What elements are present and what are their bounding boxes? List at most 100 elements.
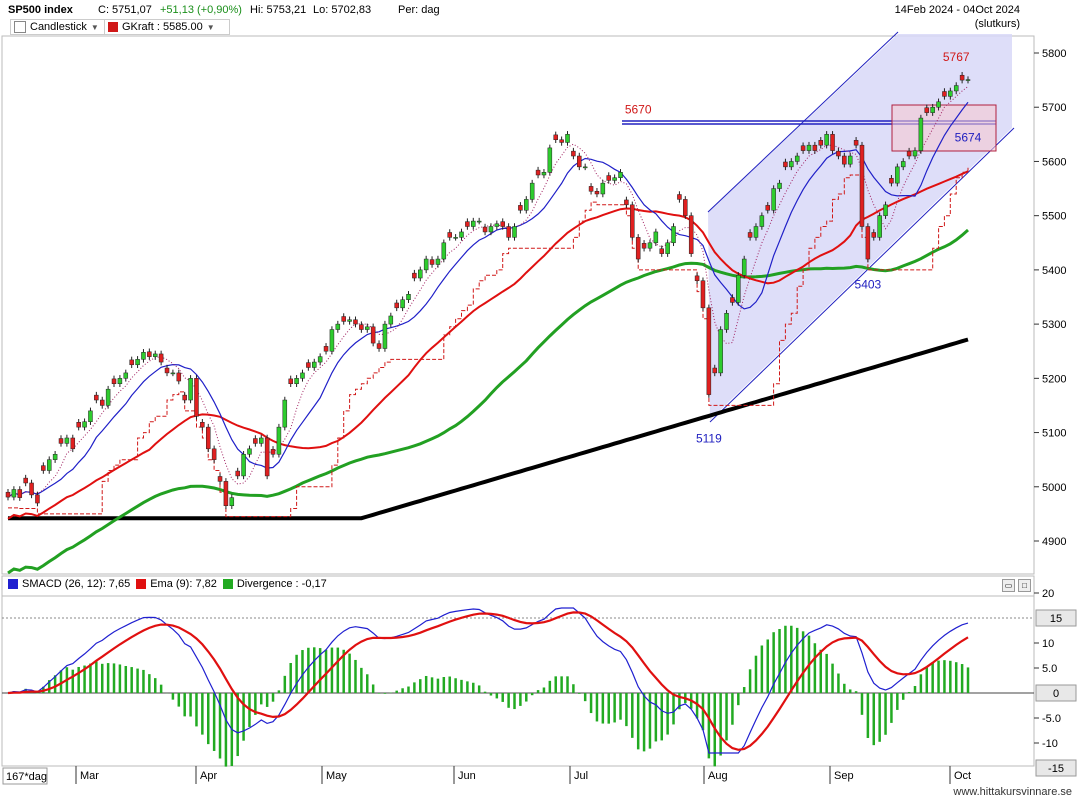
candle (512, 223, 517, 241)
candle-body (164, 367, 170, 374)
candle-body (223, 481, 229, 507)
candle (459, 228, 464, 241)
candle-body (912, 150, 918, 157)
candle (17, 486, 23, 501)
candle (565, 131, 570, 146)
candle (429, 256, 435, 268)
candle-body (771, 188, 776, 211)
candle (235, 467, 240, 480)
indicator-tick-label: 20 (1042, 588, 1054, 600)
candle-body (347, 319, 352, 322)
candle (288, 375, 293, 388)
candle-body (671, 226, 676, 244)
ema-swatch (136, 579, 147, 589)
candle-body (312, 361, 317, 368)
candle (624, 196, 629, 209)
candle (777, 179, 782, 192)
candle (953, 82, 959, 95)
candle-body (889, 178, 894, 184)
candle-body (359, 324, 364, 330)
ema-legend-text: Ema (9): 7,82 (150, 578, 217, 590)
candle (423, 255, 429, 274)
candle (577, 152, 582, 171)
candle-body (217, 476, 223, 482)
candle (217, 473, 223, 485)
candle (582, 163, 588, 171)
candle (194, 375, 199, 420)
candle-body (341, 316, 346, 322)
candle-body (294, 378, 299, 385)
candle (58, 435, 64, 447)
candle (317, 353, 323, 366)
candle (365, 323, 370, 333)
candle (135, 356, 140, 369)
candle (724, 310, 729, 333)
candle (759, 212, 765, 230)
candle (323, 343, 329, 355)
candle-body (370, 326, 376, 344)
candle-body (300, 372, 305, 379)
candlestick-selector[interactable]: Candlestick ▼ (10, 19, 106, 35)
candle (571, 147, 576, 160)
candlestick-series (5, 71, 971, 510)
ma-slow-line (7, 228, 969, 575)
candle (94, 391, 99, 404)
candle-body (665, 242, 670, 254)
gkraft-selector[interactable]: GKraft : 5585.00 ▼ (104, 19, 230, 35)
candle-body (571, 150, 576, 157)
footer-site: www.hittakursvinnare.se (953, 786, 1072, 798)
channel-upper-line (707, 31, 899, 213)
macd-lines (7, 607, 969, 754)
candle (282, 396, 288, 431)
candle (370, 323, 376, 347)
candle-body (842, 155, 847, 165)
candle (353, 316, 358, 328)
candle (789, 158, 794, 171)
candle (312, 358, 317, 371)
candle-body (688, 215, 694, 254)
candle (164, 364, 170, 377)
candle (488, 223, 494, 236)
candle-body (506, 226, 511, 238)
indicator-tick-box (1035, 684, 1077, 702)
candle-body (789, 161, 794, 168)
candle-body (288, 378, 293, 385)
candle-body (612, 177, 617, 181)
candle (176, 369, 182, 385)
support-box (891, 104, 997, 152)
candle (647, 239, 653, 252)
candle-body (594, 191, 600, 195)
candle (895, 163, 900, 187)
price-tick-label: 5800 (1042, 48, 1066, 60)
candle (959, 71, 965, 84)
restore-icon[interactable]: ▭ (1002, 579, 1015, 592)
candle-body (965, 79, 971, 81)
candle-body (476, 220, 482, 223)
candle-body (565, 134, 570, 143)
candle-body (553, 134, 558, 141)
candle (29, 479, 34, 499)
candle (123, 369, 129, 382)
candlestick-swatch (14, 21, 26, 33)
candle-body (541, 172, 547, 176)
candle-body (706, 307, 712, 395)
chart-header: SP500 index C: 5751,07 +51,13 (+0,90%) H… (0, 0, 1080, 36)
candle (111, 375, 117, 388)
candle-body (800, 145, 806, 151)
candle-body (147, 351, 152, 357)
candle-body (388, 315, 394, 325)
price-annotation: 5403 (855, 277, 882, 291)
maximize-icon[interactable]: □ (1018, 579, 1031, 592)
moving-average-lines (7, 86, 969, 575)
candle-body (29, 482, 34, 496)
price-tick-label: 5200 (1042, 373, 1066, 385)
candle (129, 356, 134, 369)
indicator-tick-label: -15 (1048, 763, 1064, 775)
candle-body (88, 410, 93, 422)
candle-body (488, 226, 494, 233)
divergence-legend-item: Divergence : -0,17 (222, 578, 327, 590)
candle-body (270, 449, 276, 455)
gkraft-swatch (108, 22, 118, 32)
candle (35, 491, 40, 507)
